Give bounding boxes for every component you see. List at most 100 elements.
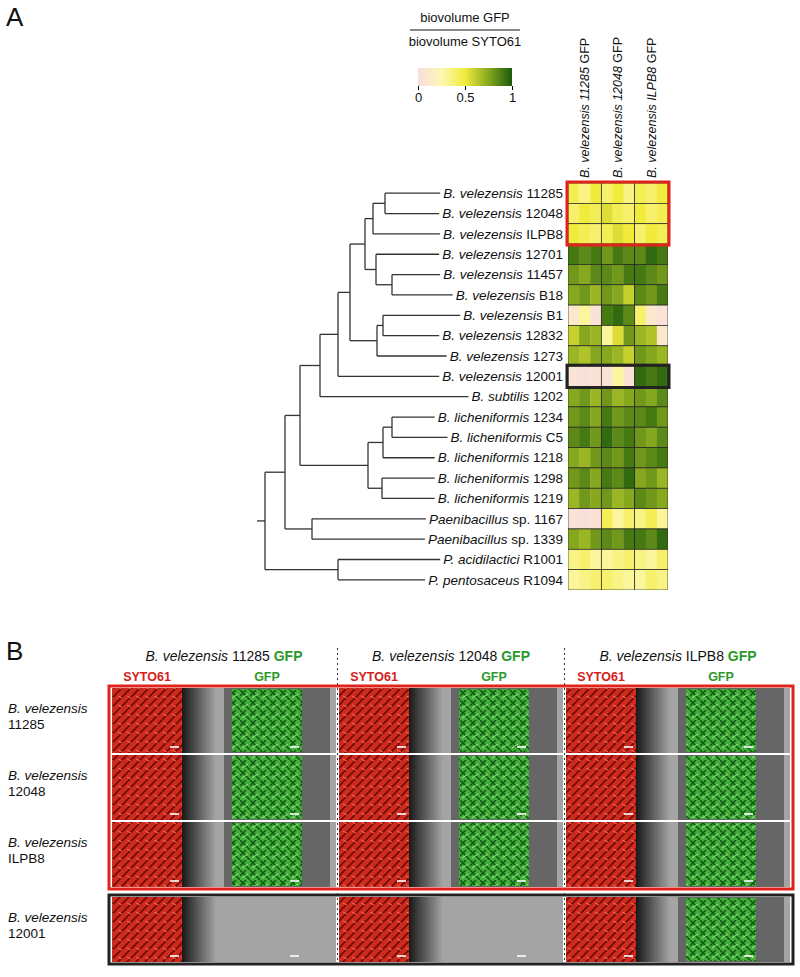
heat-cell <box>657 529 668 549</box>
scale-bar <box>397 955 406 957</box>
heat-cell <box>624 346 635 366</box>
tree-branch <box>312 538 425 539</box>
gfp-image <box>686 823 756 886</box>
name-part: 12048 <box>8 784 46 799</box>
colorbar-tick: 0.5 <box>456 86 474 105</box>
row-label: B. velezensis 12701 <box>442 247 563 262</box>
channel-part: GFP <box>274 648 303 664</box>
name-part: B1 <box>546 308 563 323</box>
name-part: velezensis <box>459 369 526 384</box>
name-part: 12048 <box>458 648 501 664</box>
name-part: B18 <box>539 288 563 303</box>
tree-branch <box>338 292 350 293</box>
name-part: 12048 <box>611 63 625 101</box>
name-part: 12701 <box>525 247 563 262</box>
heat-cell <box>612 325 623 345</box>
heat-cell <box>590 488 601 508</box>
highlight-box <box>109 686 793 889</box>
name-part: B. <box>450 349 467 364</box>
name-part: 12832 <box>525 328 563 343</box>
group-separator <box>564 648 565 962</box>
cell-border <box>635 529 668 549</box>
cell-border <box>601 224 634 244</box>
heatmap <box>568 183 668 590</box>
scale-bar <box>744 880 753 882</box>
heat-cell <box>657 468 668 488</box>
name-part: B. <box>471 389 488 404</box>
syto61-fringe <box>409 755 443 820</box>
name-part: ILPB8 <box>526 227 563 242</box>
heat-cell <box>624 468 635 488</box>
heat-cell <box>590 346 601 366</box>
heat-cell <box>601 305 612 325</box>
heat-cell <box>646 285 657 305</box>
heat-cell <box>657 203 668 223</box>
cell-border <box>635 264 668 284</box>
cell-border <box>568 549 601 569</box>
scale-bar <box>170 880 179 882</box>
heat-cell <box>601 387 612 407</box>
heat-cell <box>657 264 668 284</box>
syto61-fringe <box>409 897 443 962</box>
channel-label: GFP <box>481 670 507 684</box>
scale-bar <box>517 880 526 882</box>
name-part: 11285 <box>578 64 592 101</box>
heat-cell <box>579 224 590 244</box>
name-part: velezensis <box>460 267 527 282</box>
heat-cell <box>657 183 668 203</box>
name-part: B. <box>438 450 455 465</box>
cell-border <box>601 448 634 468</box>
cell-border <box>635 224 668 244</box>
cell-border <box>601 264 634 284</box>
panel-b-row-label: B. velezensis12001 <box>8 910 88 941</box>
heat-cell <box>590 549 601 569</box>
heat-cell <box>590 570 601 590</box>
heat-cell <box>657 427 668 447</box>
panel-b-column-label: B. velezensis 11285 GFP <box>146 648 303 664</box>
row-label: B. velezensis 1273 <box>450 349 563 364</box>
name-part: licheniformis <box>454 450 533 465</box>
tree-branch <box>320 396 468 397</box>
image-background <box>112 897 336 962</box>
name-part: B. <box>443 186 460 201</box>
name-part: B. <box>443 227 460 242</box>
syto61-fringe <box>636 897 670 962</box>
tree-branch <box>338 579 425 580</box>
panel-label: A <box>6 2 24 32</box>
scale-bar <box>290 880 299 882</box>
name-part: velezensis <box>466 349 533 364</box>
micrographs <box>112 688 790 962</box>
heat-cell <box>568 183 579 203</box>
scale-bar <box>744 813 753 815</box>
name-part: velezensis <box>472 288 539 303</box>
name-part: 1167 <box>534 512 563 527</box>
cell-border <box>568 244 601 264</box>
colorbar-title: biovolume GFP <box>420 10 510 25</box>
name-part: 12001 <box>525 369 563 384</box>
cell-border <box>601 549 634 569</box>
heat-cell <box>579 387 590 407</box>
row-label: Paenibacillus sp. 1167 <box>429 512 563 527</box>
heat-cell <box>590 529 601 549</box>
heat-cell <box>624 224 635 244</box>
heat-cell <box>657 366 668 386</box>
row-label: B. velezensis B18 <box>456 288 563 303</box>
scale-bar <box>744 955 753 957</box>
cell-border <box>635 488 668 508</box>
heat-cell <box>657 570 668 590</box>
tree-branch <box>365 269 376 270</box>
cell-border <box>635 407 668 427</box>
gfp-image <box>459 756 529 819</box>
cell-border <box>601 366 634 386</box>
image-background <box>566 822 790 887</box>
name-part: 11285 <box>8 717 45 732</box>
name-part: licheniformis <box>454 491 533 506</box>
cell-border <box>635 570 668 590</box>
syto61-fringe <box>182 688 216 753</box>
row-label: B. velezensis B1 <box>463 308 563 323</box>
image-background <box>112 822 336 887</box>
heat-cell <box>635 183 646 203</box>
name-part: 1219 <box>533 491 563 506</box>
syto61-image <box>566 822 636 887</box>
heat-cell <box>579 427 590 447</box>
